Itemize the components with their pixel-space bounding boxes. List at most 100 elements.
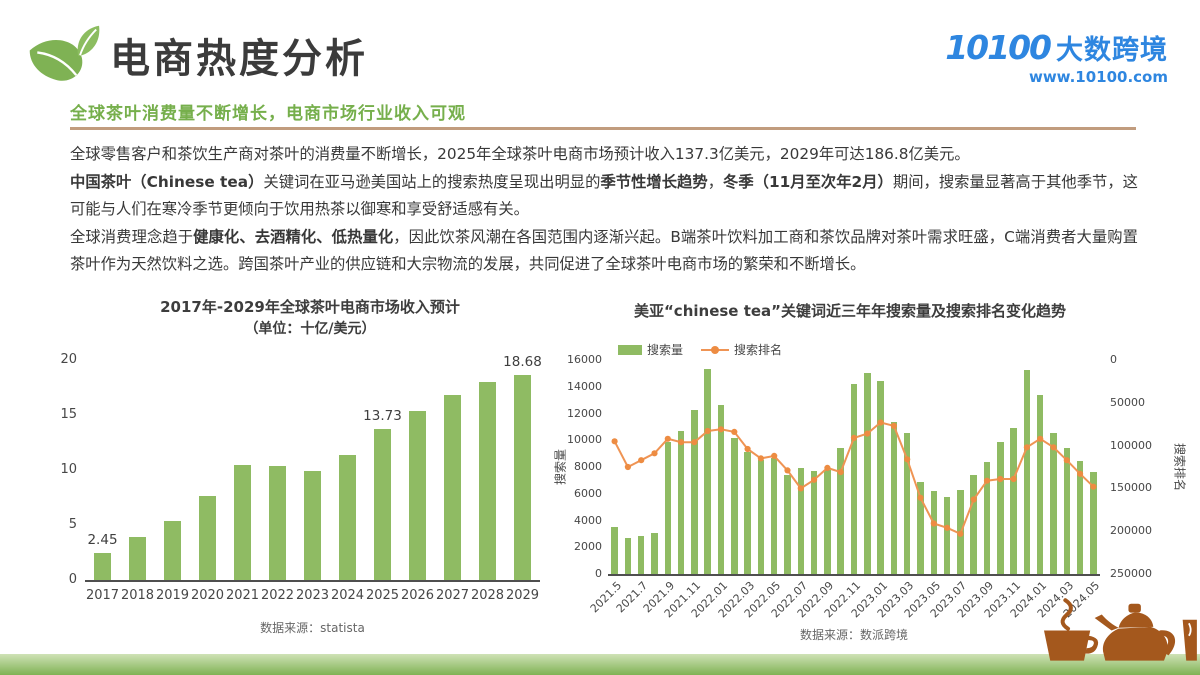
text-run: 全球消费理念趋于 (70, 227, 194, 246)
bar-swatch-icon (618, 344, 642, 355)
left-chart-unit: （单位：十亿/美元） (244, 321, 376, 337)
search-volume-bar (837, 448, 844, 574)
revenue-bar-chart: 2017年-2029年全球茶叶电商市场收入预计 （单位：十亿/美元） 0 5 10 1… (60, 296, 560, 651)
brand-logo: 10100 大数跨境 www.10100.com (945, 28, 1168, 86)
search-rank-line (611, 419, 1097, 537)
legend-label: 搜索排名 (734, 343, 783, 357)
revenue-bar-2024 (339, 454, 356, 580)
search-volume-bar (1050, 432, 1057, 574)
search-volume-bar (770, 458, 778, 574)
text-run: 冬季（11月至次年2月） (723, 172, 893, 191)
search-volume-bar (757, 460, 765, 574)
text-run: 季节性增长趋势 (600, 172, 708, 191)
legend-label: 搜索量 (647, 343, 684, 357)
data-label: 18.68 (503, 353, 542, 370)
left-chart-plot-area: 0 5 10 15 20 2017 2018 2019 2020 2021 2022 2023 2024… (60, 352, 541, 603)
right-axis-tick: 0 (1110, 353, 1117, 366)
search-volume-bar (624, 537, 632, 574)
search-volume-bar (1063, 447, 1070, 574)
revenue-bar-2020 (199, 496, 216, 580)
text-run: 关键词在亚马逊美国站上的搜索热度呈现出明显的 (263, 172, 601, 191)
x-axis-label: 2026 (400, 588, 435, 603)
search-volume-bar (784, 475, 791, 574)
x-axis-label: 2019 (155, 588, 190, 603)
data-label: 2.45 (87, 532, 118, 549)
right-axis-tick: 200000 (1110, 524, 1152, 538)
search-volume-bar (731, 437, 738, 574)
search-volume-bar (1010, 428, 1017, 574)
revenue-bar-2025 (374, 428, 391, 580)
left-axis-tick: 12000 (567, 406, 602, 420)
footer-bar (0, 654, 1200, 675)
y-axis-tick: 15 (60, 407, 77, 422)
search-volume-bar (903, 432, 911, 574)
search-volume-bar (864, 373, 871, 574)
divider-line (70, 127, 1136, 130)
brand-url: www.10100.com (1028, 68, 1168, 86)
brand-name: 大数跨境 (1056, 35, 1168, 66)
right-chart-source: 数据来源：数派跨境 (799, 628, 908, 642)
search-volume-bar (943, 497, 951, 574)
text-run: ，因此饮茶风潮在各国范围内逐渐兴起。B端茶叶饮料加工商和茶饮品牌对茶叶需求旺盛，… (70, 227, 1138, 274)
search-trend-chart: 美亚“chinese tea”关键词近三年年搜索量及搜索排名变化趋势 搜索量 搜… (554, 300, 1200, 651)
tea-set-illustration (1044, 598, 1197, 661)
leaf-logo-icon (29, 25, 100, 81)
right-axis-tick: 150000 (1110, 481, 1152, 495)
search-volume-bar (637, 535, 645, 574)
search-volume-bar (970, 475, 977, 574)
body-paragraph: 中国茶叶（Chinese tea）关键词在亚马逊美国站上的搜索热度呈现出明显的季… (70, 169, 1138, 224)
body-paragraph: 全球零售客户和茶饮生产商对茶叶的消费量不断增长，2025年全球茶叶电商市场预计收… (70, 141, 1138, 169)
x-axis-label: 2018 (120, 588, 155, 603)
brand-mark-10100: 10100 (945, 28, 1052, 67)
search-volume-bar (810, 471, 818, 574)
search-volume-bar (877, 380, 884, 574)
right-axis-tick: 100000 (1110, 438, 1152, 452)
y-axis-tick: 0 (68, 572, 77, 587)
text-run: 全球零售客户和茶饮生产商对茶叶的消费量不断增长，2025年全球茶叶电商市场预计收… (70, 145, 970, 163)
x-axis-label: 2020 (190, 588, 225, 603)
right-chart-title: 美亚“chinese tea”关键词近三年年搜索量及搜索排名变化趋势 (633, 302, 1067, 320)
revenue-bar-2018 (129, 536, 146, 580)
left-axis-tick: 8000 (574, 460, 602, 473)
search-volume-bar (1076, 460, 1084, 574)
search-volume-bar (744, 451, 751, 574)
left-axis-tick: 16000 (567, 353, 602, 366)
y-axis-tick: 20 (60, 352, 77, 367)
text-run: 健康化、去酒精化、低热量化 (193, 227, 394, 246)
x-axis-label: 2022 (260, 588, 295, 603)
x-axis-label: 2025 (365, 588, 400, 603)
search-volume-bar (824, 469, 831, 574)
search-volume-bar (1023, 370, 1031, 574)
search-volume-bar (611, 527, 618, 574)
body-paragraph: 全球消费理念趋于健康化、去酒精化、低热量化，因此饮茶风潮在各国范围内逐渐兴起。B… (70, 224, 1138, 279)
search-volume-bar (917, 481, 924, 574)
chart-legend: 搜索量 搜索排名 (618, 341, 782, 358)
legend-search-volume: 搜索量 (618, 341, 683, 358)
revenue-bar-2017 (94, 553, 111, 580)
revenue-bar-2019 (164, 520, 181, 580)
left-chart-title: 2017年-2029年全球茶叶电商市场收入预计 (160, 298, 460, 316)
left-axis-tick: 6000 (574, 486, 602, 500)
right-axis-tick: 50000 (1110, 395, 1145, 409)
revenue-bar-2028 (479, 382, 496, 580)
left-axis-tick: 10000 (567, 433, 602, 447)
data-label: 13.73 (363, 407, 402, 424)
x-axis-label: 2027 (435, 588, 470, 603)
section-subtitle: 全球茶叶消费量不断增长，电商市场行业收入可观 (70, 104, 466, 124)
search-volume-bar (704, 369, 711, 574)
body-text: 全球零售客户和茶饮生产商对茶叶的消费量不断增长，2025年全球茶叶电商市场预计收… (70, 141, 1138, 279)
search-volume-bar (850, 384, 858, 574)
right-chart-plot-area: 搜索量 搜索排名 0 2000 4000 6000 8000 10000 12000 1400… (554, 353, 1187, 620)
x-axis-label: 2029 (505, 588, 540, 603)
line-swatch-icon (701, 345, 730, 354)
x-axis-label: 2024 (330, 588, 365, 603)
search-volume-bar (983, 462, 991, 574)
x-axis-label: 2021 (225, 588, 260, 603)
revenue-bar-2027 (444, 395, 461, 580)
text-run: 中国茶叶（Chinese tea） (70, 172, 264, 191)
search-volume-bar (1090, 471, 1097, 574)
left-axis-tick: 2000 (574, 540, 602, 554)
search-volume-bar (997, 441, 1004, 574)
revenue-bar-2023 (304, 471, 321, 580)
